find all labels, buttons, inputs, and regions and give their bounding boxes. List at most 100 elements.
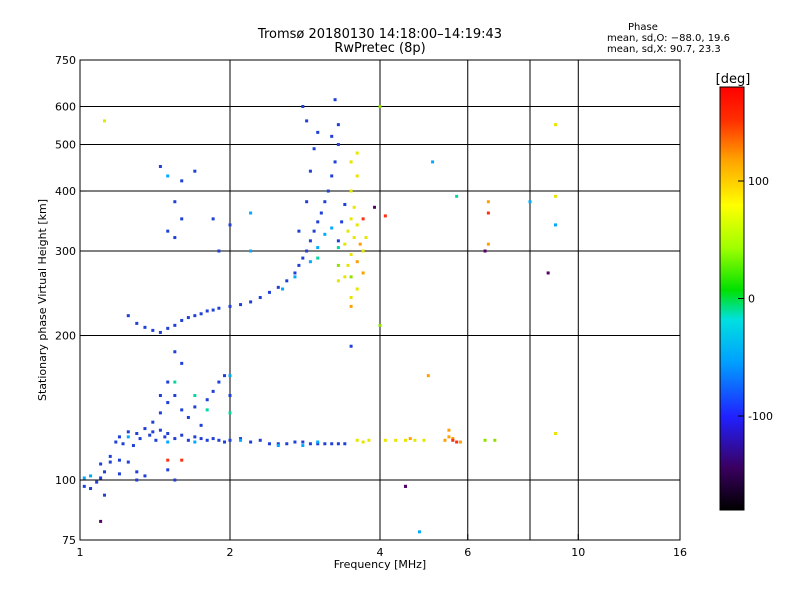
data-point bbox=[223, 374, 227, 378]
y-tick-label: 500 bbox=[55, 139, 76, 152]
data-point bbox=[228, 304, 232, 308]
data-point bbox=[135, 478, 139, 482]
data-point bbox=[458, 440, 462, 444]
data-point bbox=[349, 304, 353, 308]
data-point bbox=[211, 217, 215, 221]
data-point bbox=[180, 361, 184, 365]
data-point bbox=[355, 174, 359, 178]
data-point bbox=[301, 440, 305, 444]
data-point bbox=[546, 271, 550, 275]
data-point bbox=[166, 458, 170, 462]
data-point bbox=[99, 462, 103, 466]
data-point bbox=[173, 478, 177, 482]
data-point bbox=[553, 432, 557, 436]
data-point bbox=[367, 438, 371, 442]
data-point bbox=[121, 442, 125, 446]
data-point bbox=[126, 435, 130, 439]
data-point bbox=[217, 380, 221, 384]
data-point bbox=[340, 220, 344, 224]
data-point bbox=[205, 309, 209, 313]
data-point bbox=[143, 427, 147, 431]
data-point bbox=[211, 308, 215, 312]
data-point bbox=[211, 437, 215, 441]
y-tick-label: 300 bbox=[55, 245, 76, 258]
data-point bbox=[166, 380, 170, 384]
data-point bbox=[151, 420, 155, 424]
y-tick-label: 100 bbox=[55, 474, 76, 487]
data-point bbox=[349, 160, 353, 164]
data-point bbox=[349, 275, 353, 279]
data-point bbox=[486, 242, 490, 246]
data-point bbox=[323, 232, 327, 236]
grid-lines bbox=[80, 60, 680, 540]
data-point bbox=[249, 300, 253, 304]
data-point bbox=[426, 374, 430, 378]
data-point bbox=[451, 438, 455, 442]
data-point bbox=[336, 279, 340, 283]
data-point bbox=[336, 143, 340, 147]
data-point bbox=[126, 314, 130, 318]
data-point bbox=[89, 487, 93, 491]
data-point bbox=[267, 290, 271, 294]
x-tick-label: 16 bbox=[673, 546, 687, 559]
data-point bbox=[166, 229, 170, 233]
data-point bbox=[553, 123, 557, 127]
data-point bbox=[249, 440, 253, 444]
data-point bbox=[316, 256, 320, 260]
data-point bbox=[305, 200, 309, 204]
colorbar-ticks: -100 0 100 bbox=[738, 175, 773, 423]
data-point bbox=[447, 428, 451, 432]
data-point bbox=[180, 433, 184, 437]
data-point bbox=[228, 411, 232, 415]
data-point bbox=[114, 440, 118, 444]
data-point bbox=[173, 380, 177, 384]
data-point bbox=[180, 217, 184, 221]
data-point bbox=[349, 189, 353, 193]
data-point bbox=[323, 442, 327, 446]
stats-heading: Phase bbox=[628, 22, 658, 33]
y-axis-label: Stationary phase Virtual Height [km] bbox=[36, 199, 49, 401]
colorbar-tick-label: -100 bbox=[748, 410, 773, 423]
data-point bbox=[228, 438, 232, 442]
data-point bbox=[361, 271, 365, 275]
data-point bbox=[205, 408, 209, 412]
data-point bbox=[158, 394, 162, 398]
data-point bbox=[117, 458, 121, 462]
y-tick-label: 400 bbox=[55, 185, 76, 198]
data-point bbox=[99, 476, 103, 480]
data-point bbox=[154, 438, 158, 442]
colorbar-label: [deg] bbox=[716, 72, 751, 87]
data-point bbox=[413, 438, 417, 442]
data-point bbox=[312, 147, 316, 151]
data-point bbox=[352, 205, 356, 209]
data-point bbox=[158, 330, 162, 334]
data-point bbox=[361, 249, 365, 253]
data-point bbox=[528, 200, 532, 204]
data-point bbox=[455, 194, 459, 198]
data-point bbox=[493, 438, 497, 442]
data-point bbox=[394, 438, 398, 442]
data-point bbox=[301, 105, 305, 109]
data-point bbox=[349, 296, 353, 300]
data-point bbox=[553, 223, 557, 227]
data-point bbox=[186, 415, 190, 419]
data-point bbox=[143, 474, 147, 478]
data-point bbox=[378, 105, 382, 109]
data-point bbox=[173, 350, 177, 354]
data-point bbox=[258, 296, 262, 300]
data-point bbox=[301, 444, 305, 448]
data-point bbox=[343, 275, 347, 279]
data-point bbox=[173, 236, 177, 240]
data-point bbox=[217, 249, 221, 253]
data-point bbox=[403, 438, 407, 442]
data-point bbox=[158, 411, 162, 415]
data-point bbox=[166, 174, 170, 178]
data-point bbox=[422, 438, 426, 442]
data-point bbox=[336, 239, 340, 243]
data-point bbox=[193, 314, 197, 318]
data-point bbox=[349, 253, 353, 257]
chart-subtitle: RwPretec (8p) bbox=[334, 41, 426, 56]
data-point bbox=[305, 119, 309, 123]
data-point bbox=[166, 432, 170, 436]
data-point bbox=[180, 179, 184, 183]
